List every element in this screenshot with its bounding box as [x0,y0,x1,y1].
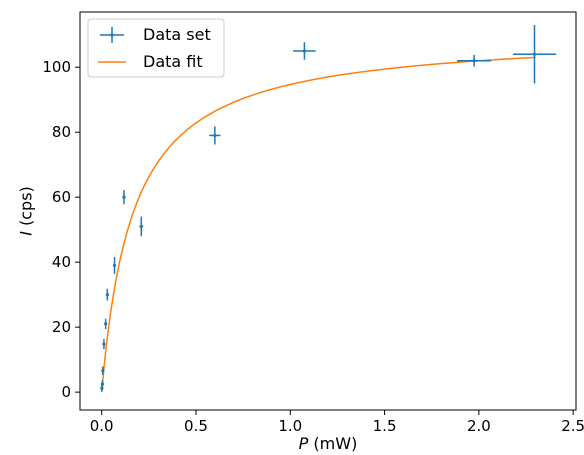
data-point [101,366,105,375]
point-marker [213,133,217,138]
data-point [209,126,221,145]
y-tick-label: 80 [52,123,71,141]
x-axis-unit: (mW) [308,434,357,453]
point-marker [101,369,105,373]
point-marker [105,293,109,297]
fit-curve [100,56,536,393]
y-tick-label: 100 [42,58,71,76]
legend: Data set Data fit [87,18,225,78]
point-marker [139,224,143,229]
x-tick-label: 1.5 [373,417,397,435]
y-axis-unit: (cps) [17,186,36,231]
data-point [293,42,316,60]
legend-point-marker [110,33,114,37]
point-marker [100,382,105,386]
legend-errorbar-marker [100,27,124,43]
data-point [112,256,117,274]
axes-frame [79,11,577,411]
legend-label-data-set: Data set [143,25,211,44]
y-tick-label: 20 [52,318,71,336]
point-marker [472,59,476,63]
point-marker [532,52,537,56]
y-axis-label: I (cps) [17,186,36,236]
y-tick-label: 60 [52,188,71,206]
x-axis-variable: P [299,434,309,453]
y-axis-variable: I [17,231,36,236]
data-point [139,216,144,237]
plot-area [100,24,557,393]
data-point [512,24,557,84]
data-point [100,380,105,388]
data-point [105,288,109,301]
axis-ticks: 0.0 0.5 1.0 1.5 2.0 2.5 0 20 40 60 80 100 [42,58,584,435]
y-tick-label: 40 [52,253,71,271]
point-marker [302,49,307,53]
point-marker [122,195,126,199]
data-point [104,318,108,330]
x-tick-label: 0.5 [184,417,208,435]
x-axis-label: P (mW) [299,434,358,453]
point-marker [112,263,117,268]
x-tick-label: 0.0 [90,417,114,435]
x-tick-label: 2.0 [467,417,491,435]
legend-label-data-fit: Data fit [143,52,203,71]
point-marker [102,342,106,346]
x-tick-label: 2.5 [561,417,584,435]
point-marker [104,322,108,326]
x-tick-label: 1.0 [278,417,302,435]
data-point [122,190,126,205]
y-tick-label: 0 [61,383,71,401]
data-point [457,54,492,67]
data-point [102,339,106,349]
